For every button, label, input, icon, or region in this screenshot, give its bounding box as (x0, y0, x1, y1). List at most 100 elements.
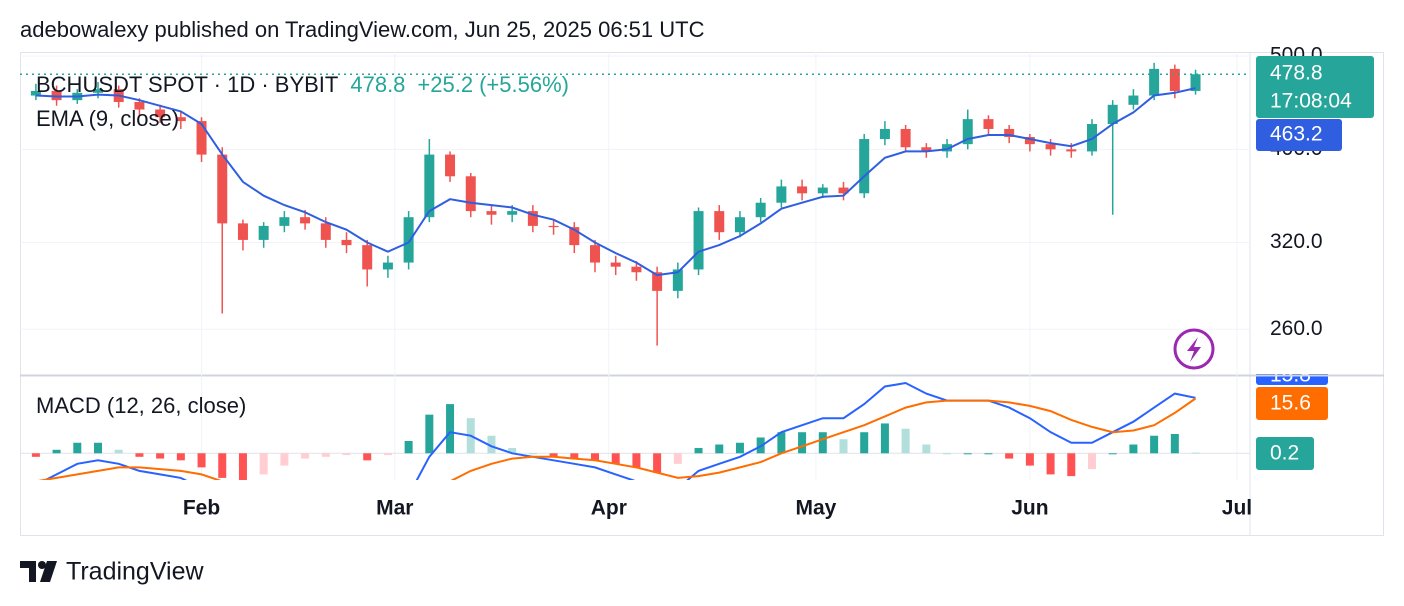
ema-legend: EMA (9, close) (36, 106, 179, 131)
histogram-bar (777, 432, 786, 454)
publish-header: adebowalexy published on TradingView.com… (20, 17, 705, 42)
candle-body (465, 176, 476, 212)
histogram-bar (404, 441, 413, 454)
candle-body (589, 245, 600, 263)
candle-body (548, 225, 559, 228)
histogram-bar (94, 442, 103, 454)
histogram-bar (549, 453, 558, 457)
ema-label-box (1256, 119, 1342, 151)
candle-body (900, 128, 911, 148)
candle-body (424, 154, 435, 218)
histogram-bar (922, 444, 931, 454)
candle-body (610, 262, 621, 267)
pane-cover (1251, 352, 1383, 374)
candle-body (942, 144, 953, 152)
legend-change: +25.2 (417, 72, 473, 97)
y-tick-label: 320.0 (1270, 230, 1323, 253)
candle-body (507, 211, 518, 215)
histogram-bar (735, 442, 744, 454)
candle-body (817, 187, 828, 194)
chart-frame (20, 52, 1384, 536)
footer-brand: TradingView (66, 558, 205, 586)
histogram-bar (218, 453, 227, 478)
x-tick-label: May (795, 497, 836, 520)
candle-body (734, 217, 745, 233)
candle-body (196, 121, 207, 155)
candle-body (1169, 68, 1180, 91)
x-tick-label: Jul (1222, 497, 1252, 520)
candle-body (1045, 144, 1056, 150)
histogram-bar (1108, 453, 1117, 455)
symbol-title: BCHUSDT SPOT · 1D · BYBIT (36, 72, 338, 97)
candle-body (672, 269, 683, 291)
candle-body (445, 154, 456, 177)
candle-body (1024, 136, 1035, 145)
legend-change-pct: (+5.56%) (479, 72, 569, 97)
histogram-bar (280, 453, 289, 466)
histogram-bar (1025, 453, 1034, 466)
signal-label-box (1256, 387, 1328, 420)
candle-body (486, 211, 497, 215)
candle-body (279, 217, 290, 226)
countdown-label: 17:08:04 (1270, 90, 1352, 113)
axes: 260.0320.0400.0500.0FebMarAprMayJunJul47… (183, 44, 1384, 520)
histogram-bar (673, 453, 682, 464)
candle-body (879, 128, 890, 140)
candle-body (155, 109, 166, 118)
y-tick-label: 260.0 (1270, 317, 1323, 340)
histogram-bar (715, 444, 724, 454)
histogram-bar (508, 448, 517, 454)
price-label-box (1256, 56, 1374, 118)
candle-body (797, 186, 808, 194)
candle-body (403, 217, 414, 263)
histogram-bar (901, 428, 910, 454)
x-tick-label: Feb (183, 497, 220, 520)
histogram-bar (176, 453, 185, 461)
candle-body (1066, 149, 1077, 152)
candle-body (838, 187, 849, 194)
signal-label: 15.6 (1270, 392, 1311, 415)
histogram-bar (1046, 453, 1055, 475)
histogram-bar (880, 423, 889, 454)
candle-body (175, 117, 186, 122)
candle-body (776, 186, 787, 203)
histogram-bar (1087, 453, 1096, 470)
histogram-bar (839, 439, 848, 454)
histogram-bar (321, 453, 330, 457)
histogram-label: 0.2 (1270, 442, 1299, 465)
histogram-bar (238, 453, 247, 480)
macd-line (43, 381, 1196, 480)
histogram-label-box (1256, 437, 1314, 470)
histogram-bar (1005, 453, 1014, 459)
candle-body (237, 223, 248, 240)
histogram-bar (984, 453, 993, 455)
histogram-bar (52, 449, 61, 454)
candle-body (859, 139, 870, 194)
tradingview-logo (20, 561, 57, 582)
candle-body (1128, 95, 1139, 105)
ema-label: 463.2 (1270, 123, 1323, 146)
candle-body (30, 90, 41, 96)
x-tick-label: Jun (1011, 497, 1048, 520)
macd-pane (20, 381, 1250, 480)
candle-body (134, 102, 145, 110)
histogram-bar (570, 453, 579, 459)
x-tick-label: Apr (591, 497, 627, 520)
histogram-bar (963, 453, 972, 455)
candle-body (362, 245, 373, 270)
histogram-bar (383, 453, 392, 456)
histogram-bar (1129, 444, 1138, 454)
histogram-bar (1067, 453, 1076, 477)
price-label: 478.8 (1270, 62, 1323, 85)
candle-body (962, 119, 973, 145)
grid (20, 52, 1250, 480)
histogram-bar (342, 453, 351, 456)
candle-body (1004, 128, 1015, 137)
histogram-bar (487, 435, 496, 454)
candle-body (714, 211, 725, 233)
histogram-bar (446, 404, 455, 454)
histogram-bar (528, 453, 537, 455)
candle-body (755, 202, 766, 218)
x-tick-label: Mar (376, 497, 413, 520)
